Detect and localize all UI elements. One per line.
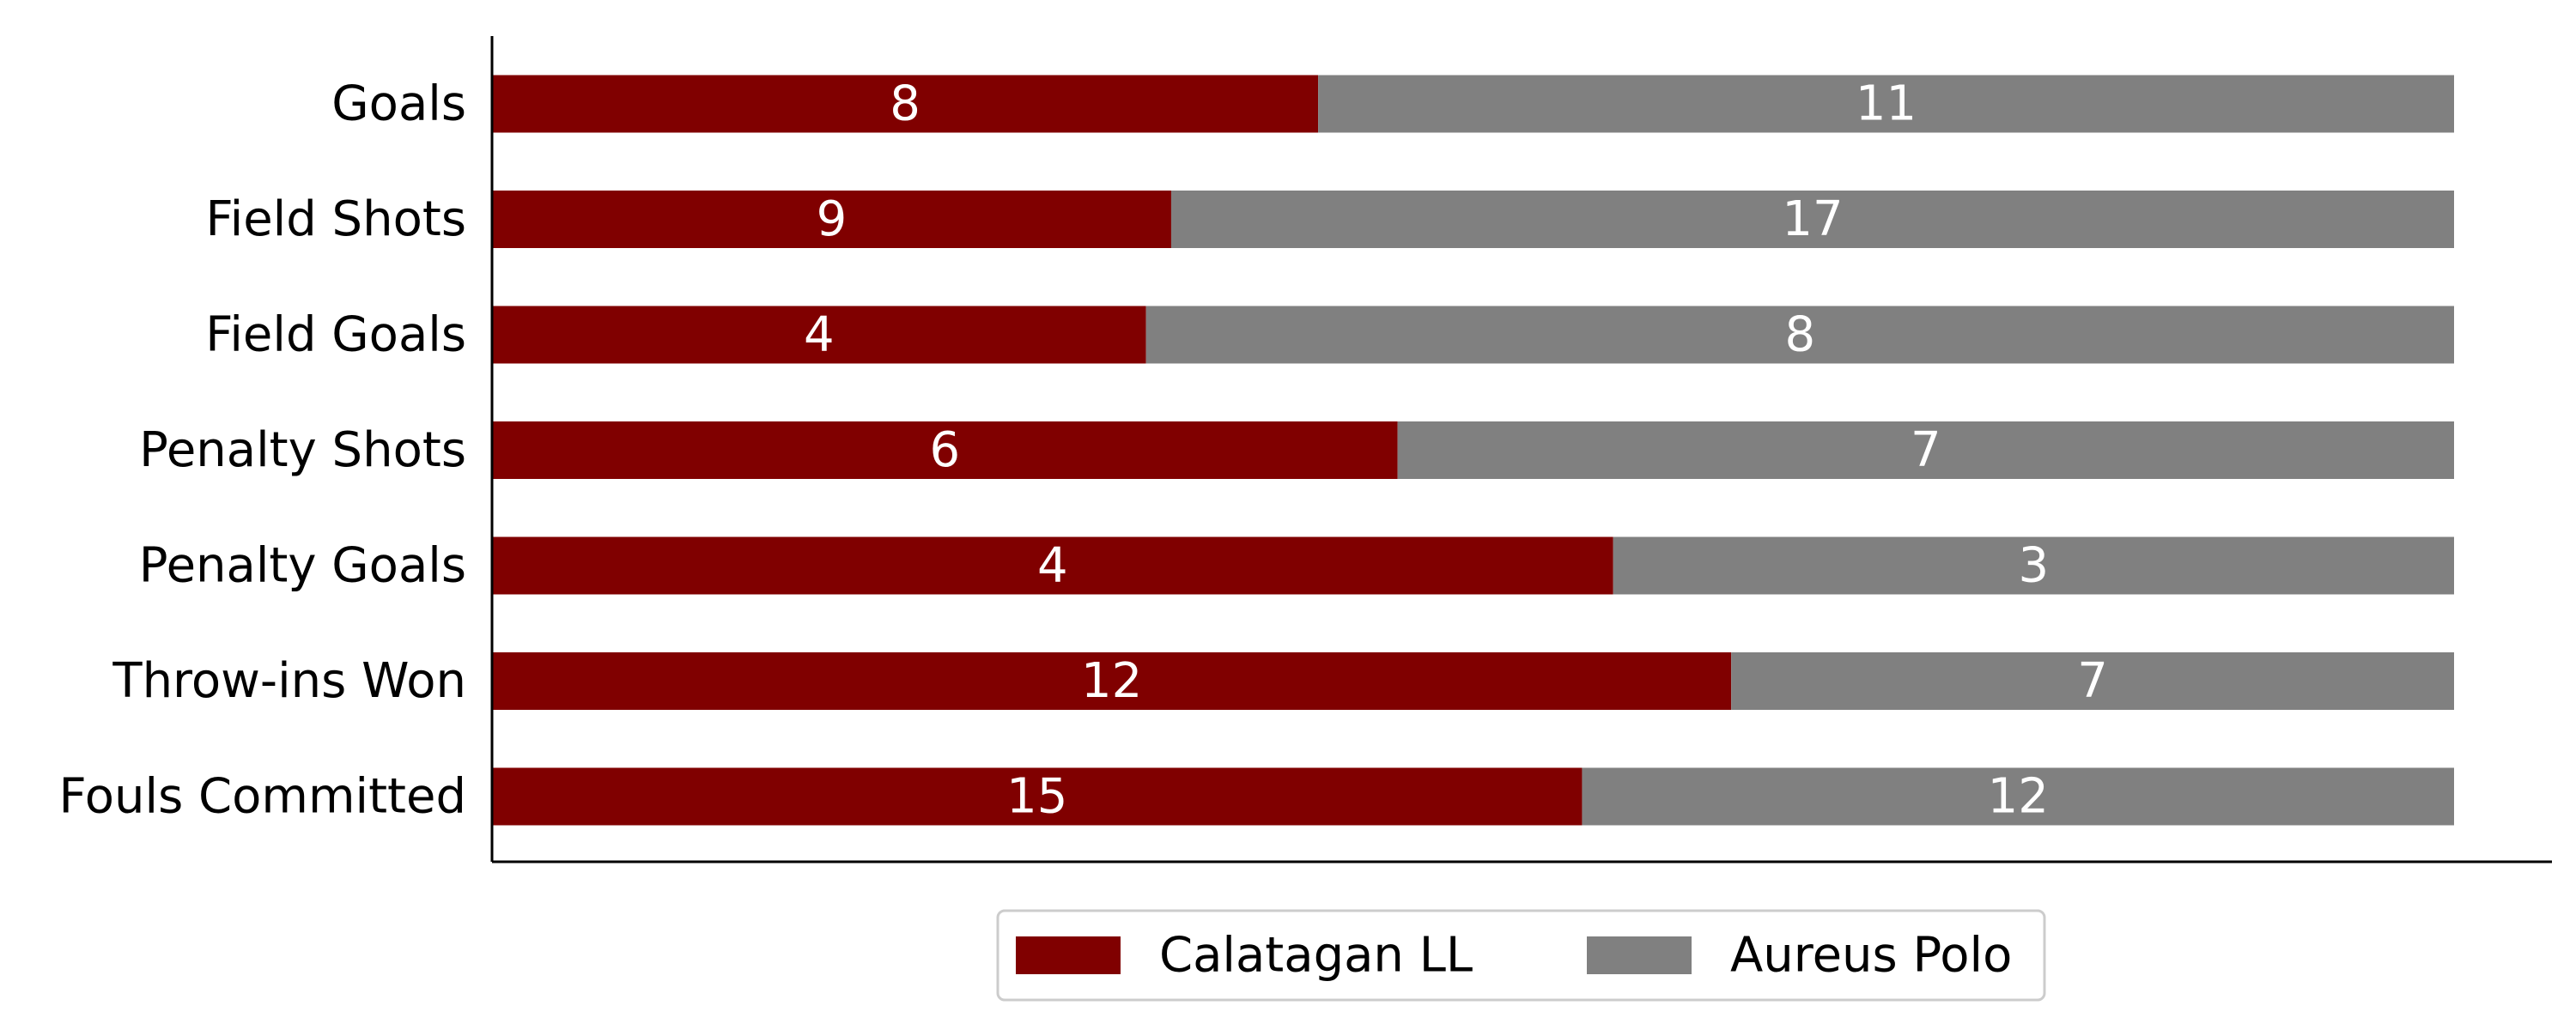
category-label-goals: Goals bbox=[331, 76, 466, 132]
bar-label-penalty-goals-calatagan-ll: 4 bbox=[1037, 538, 1068, 594]
legend-swatch-calatagan-ll bbox=[1016, 936, 1121, 974]
bar-fouls-committed-calatagan-ll bbox=[492, 767, 1583, 826]
bar-label-penalty-shots-calatagan-ll: 6 bbox=[929, 422, 960, 478]
bar-field-goals-aureus-polo bbox=[1145, 306, 2454, 364]
category-label-penalty-goals: Penalty Goals bbox=[139, 538, 466, 594]
bar-penalty-goals-calatagan-ll bbox=[492, 536, 1613, 595]
bar-label-penalty-goals-aureus-polo: 3 bbox=[2019, 538, 2050, 594]
bar-throw-ins-won-aureus-polo bbox=[1731, 652, 2454, 710]
bar-label-goals-calatagan-ll: 8 bbox=[890, 76, 920, 132]
bar-label-field-goals-aureus-polo: 8 bbox=[1785, 307, 1816, 363]
legend: Calatagan LL Aureus Polo bbox=[996, 909, 2046, 1002]
legend-swatch-aureus-polo bbox=[1587, 936, 1692, 974]
bar-field-shots-aureus-polo bbox=[1170, 191, 2454, 248]
bar-goals-calatagan-ll bbox=[492, 75, 1319, 133]
category-label-fouls-committed: Fouls Committed bbox=[59, 769, 466, 825]
bar-label-field-shots-calatagan-ll: 9 bbox=[817, 191, 848, 247]
bar-value-labels: 8 11 9 17 4 8 6 7 4 3 12 7 15 12 bbox=[804, 76, 2108, 825]
bar-penalty-goals-aureus-polo bbox=[1613, 536, 2454, 595]
bar-penalty-shots-aureus-polo bbox=[1397, 421, 2454, 479]
category-label-penalty-shots: Penalty Shots bbox=[139, 422, 466, 478]
bar-throw-ins-won-calatagan-ll bbox=[492, 652, 1732, 710]
category-label-field-goals: Field Goals bbox=[205, 307, 466, 363]
category-label-throw-ins-won: Throw-ins Won bbox=[112, 653, 466, 709]
bar-label-fouls-committed-calatagan-ll: 15 bbox=[1006, 769, 1067, 825]
legend-label-aureus-polo: Aureus Polo bbox=[1730, 928, 2012, 984]
legend-frame bbox=[996, 909, 2046, 1002]
legend-label-calatagan-ll: Calatagan LL bbox=[1159, 928, 1473, 984]
bar-label-penalty-shots-aureus-polo: 7 bbox=[1911, 422, 1941, 478]
bar-label-throw-ins-won-calatagan-ll: 12 bbox=[1081, 653, 1142, 709]
bar-label-throw-ins-won-aureus-polo: 7 bbox=[2077, 653, 2108, 709]
bar-penalty-shots-calatagan-ll bbox=[492, 421, 1398, 479]
bar-label-field-goals-calatagan-ll: 4 bbox=[804, 307, 835, 363]
bar-label-field-shots-aureus-polo: 17 bbox=[1782, 191, 1843, 247]
bar-field-goals-calatagan-ll bbox=[492, 306, 1146, 364]
category-label-field-shots: Field Shots bbox=[206, 191, 467, 247]
bar-label-fouls-committed-aureus-polo: 12 bbox=[1988, 769, 2049, 825]
category-axis-labels: Goals Field Shots Field Goals Penalty Shots… bbox=[59, 76, 466, 825]
bar-label-goals-aureus-polo: 11 bbox=[1856, 76, 1917, 132]
bar-goals-aureus-polo bbox=[1318, 75, 2454, 133]
bar-fouls-committed-aureus-polo bbox=[1582, 767, 2454, 826]
bar-field-shots-calatagan-ll bbox=[492, 191, 1171, 248]
bars-group bbox=[492, 75, 2454, 826]
